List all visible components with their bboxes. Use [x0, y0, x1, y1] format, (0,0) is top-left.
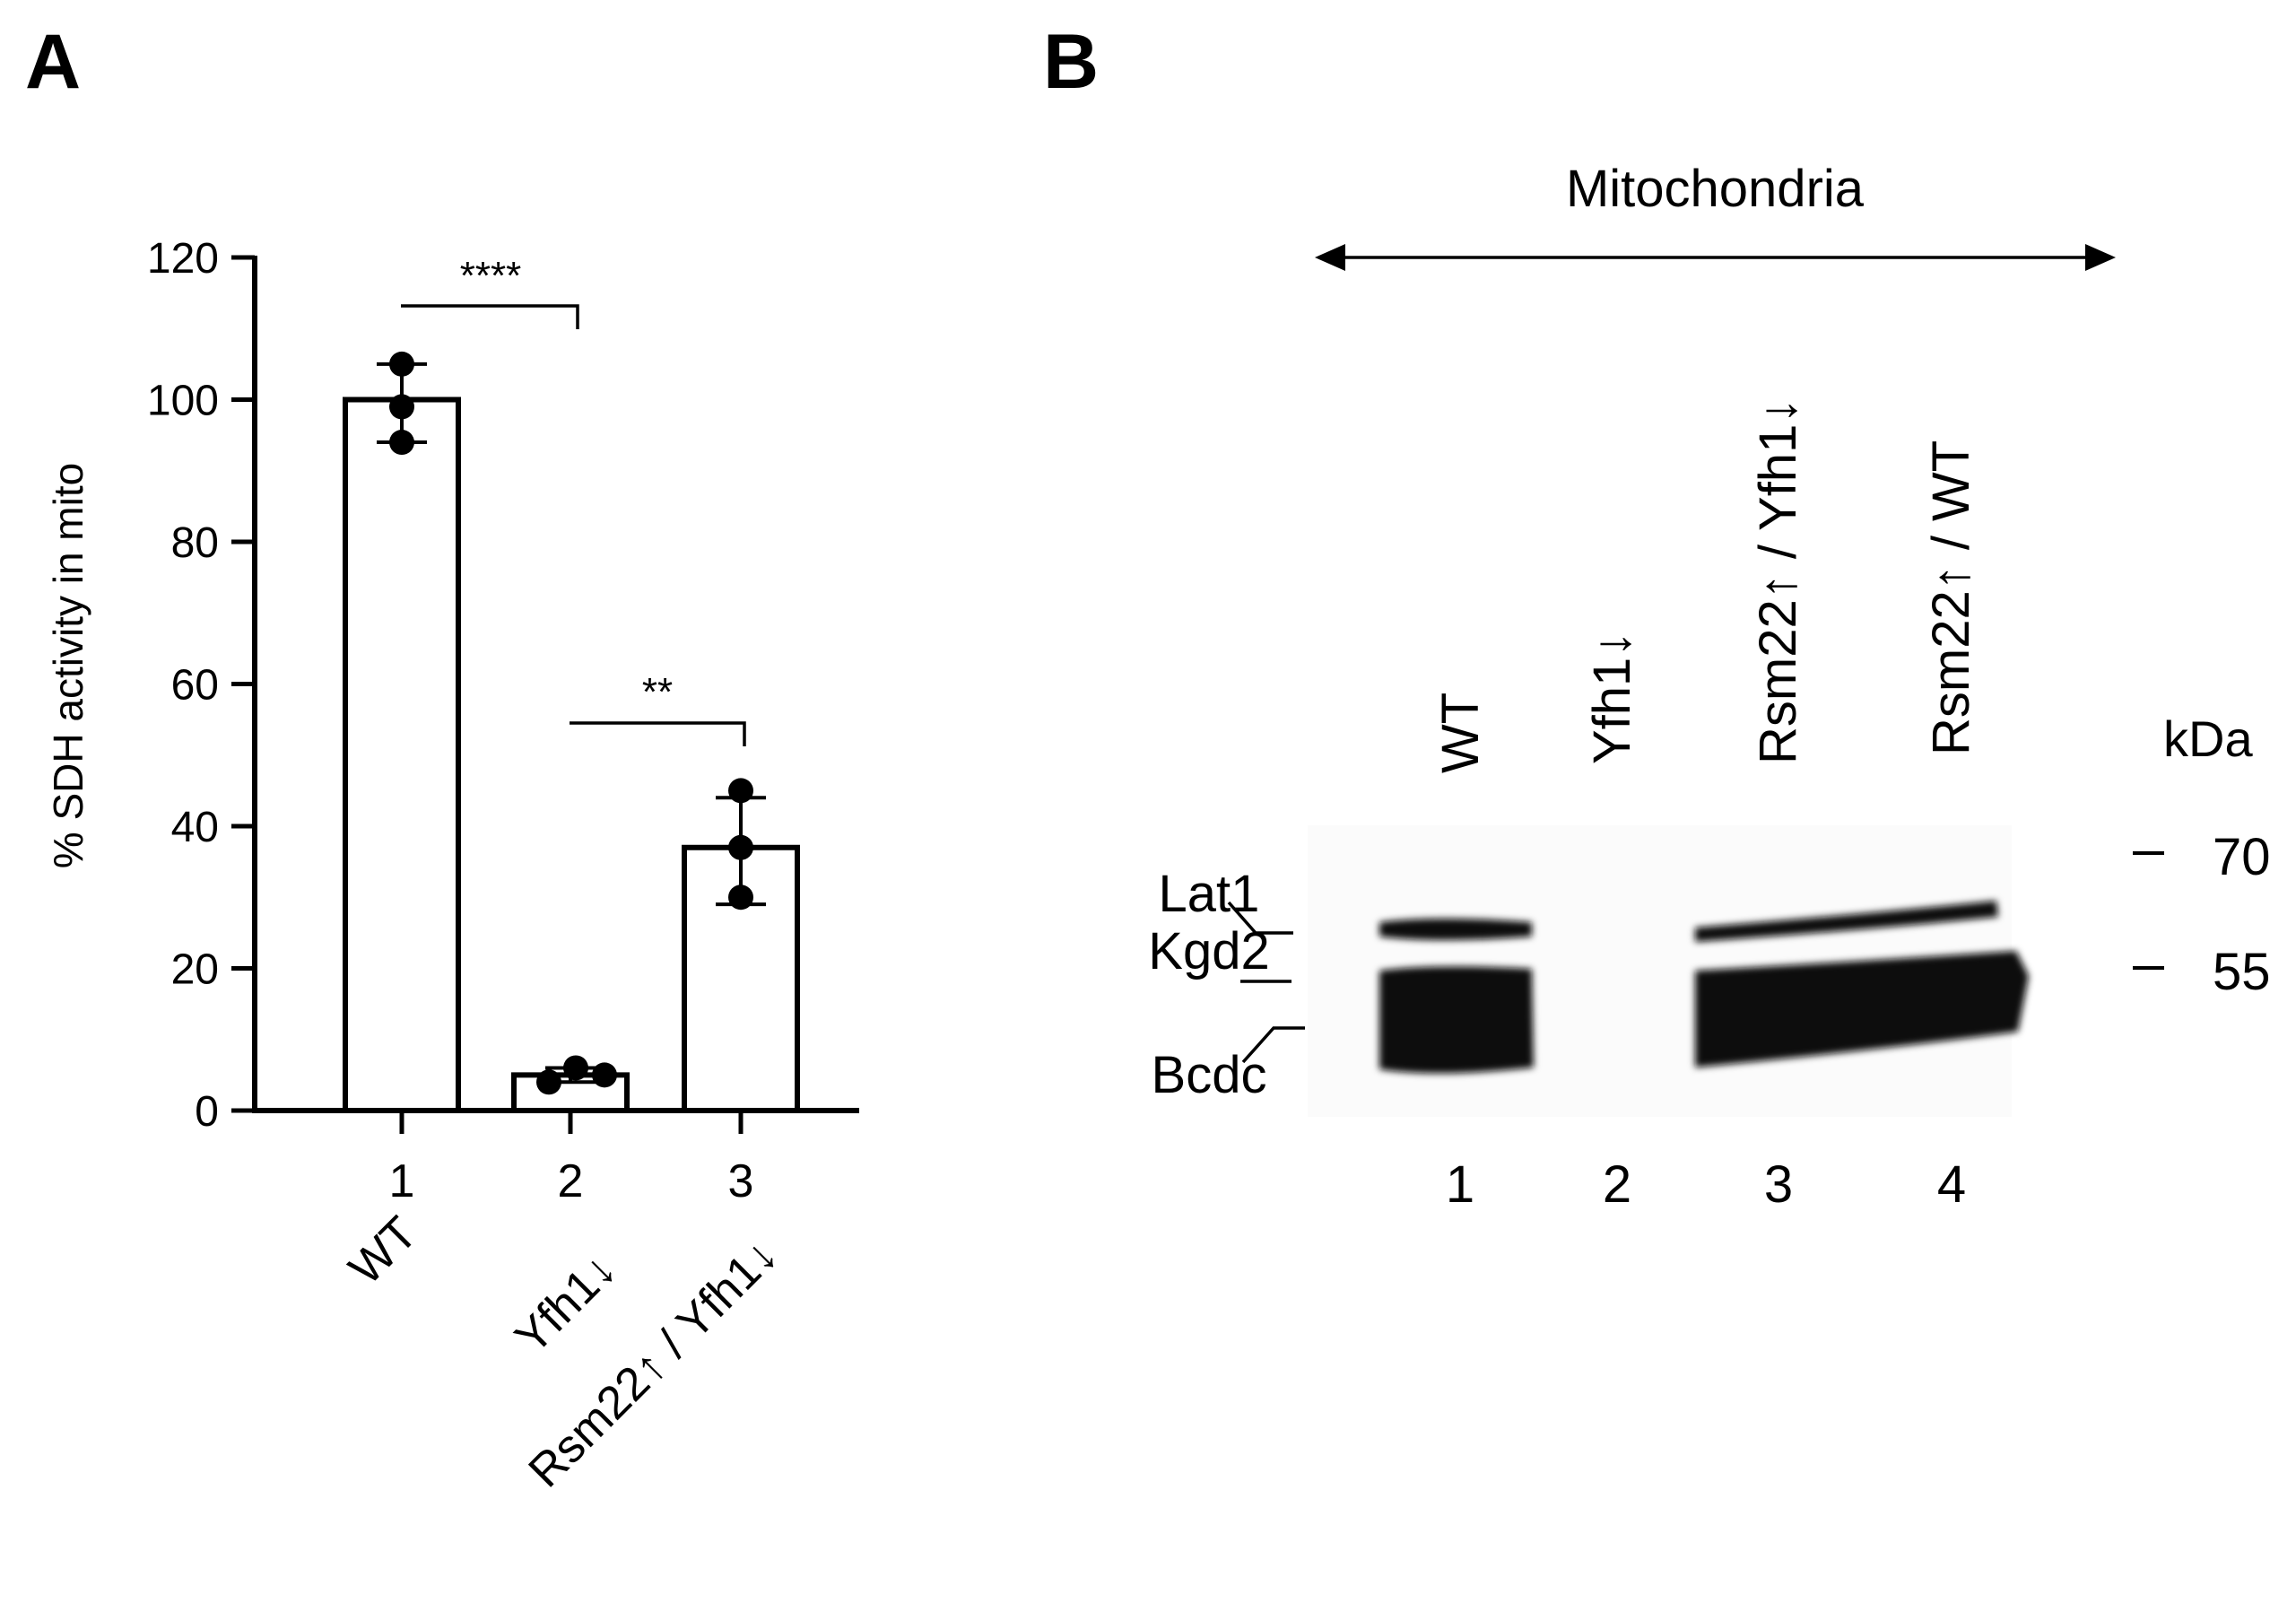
lane-label: Yfh1↓: [1583, 632, 1641, 764]
y-tick-label: 0: [195, 1088, 219, 1136]
marker-label-55: 55: [2213, 943, 2271, 1001]
bars: [343, 396, 800, 1114]
double-arrow: [1315, 244, 2116, 271]
lane-label: Rsm22↑ / Yfh1↓: [1749, 398, 1807, 764]
lane-number: 2: [1603, 1155, 1631, 1214]
y-tick-label: 20: [171, 946, 219, 994]
y-tick-label: 100: [147, 378, 219, 425]
lat1-band: [1695, 901, 1998, 942]
x-tick-label: 1: [389, 1155, 415, 1207]
lane-label: WT: [1431, 693, 1490, 773]
kgd2-band: [1379, 966, 1534, 1074]
category-label: WT: [339, 1207, 427, 1294]
x-tick-label: 3: [728, 1155, 754, 1207]
y-tick-label: 80: [171, 519, 219, 567]
mitochondria-header: Mitochondria: [1566, 160, 1865, 218]
x-tick-label: 2: [558, 1155, 584, 1207]
lat1-leader-line: [1227, 901, 1293, 935]
kda-label: kDa: [2163, 710, 2253, 767]
data-point: [389, 351, 414, 377]
lane-number: 1: [1446, 1155, 1474, 1214]
y-ticks: 0 20 40 60 80 100 120: [147, 235, 255, 1136]
data-point: [389, 394, 414, 420]
lat1-band: [1379, 919, 1532, 940]
significance-bracket-line: [570, 721, 746, 746]
significance-label: ****: [460, 254, 522, 298]
data-point: [563, 1055, 588, 1081]
band-label-kgd2: Kgd2: [1148, 922, 1269, 980]
panel-b: B Mitochondria WT Yfh1↓ Rsm22↑ / Yfh1↓ R…: [1043, 19, 2271, 1214]
y-tick-label: 40: [171, 804, 219, 851]
panel-a: A % SDH activity in mito 020406080100120…: [25, 19, 859, 1497]
significance-bracket: ****: [401, 254, 579, 329]
data-point: [389, 430, 414, 456]
data-point: [728, 884, 753, 911]
blot-bands: [1379, 901, 2029, 1074]
panel-a-letter: A: [25, 19, 81, 105]
lane-number: 4: [1937, 1155, 1966, 1214]
significance-label: **: [642, 670, 673, 714]
y-tick-label: 60: [171, 662, 219, 710]
bar: [343, 396, 461, 1113]
significance-bracket-line: [401, 304, 579, 329]
data-point: [728, 778, 753, 804]
category-label: Yfh1↓: [505, 1242, 626, 1364]
lane-label: Rsm22↑ / WT: [1922, 440, 1980, 755]
data-points: [389, 351, 753, 1095]
marker-label-70: 70: [2213, 828, 2271, 886]
y-tick-label: 120: [147, 235, 219, 283]
data-point: [728, 834, 753, 860]
x-ticks: 1 2 3: [389, 1111, 754, 1207]
bcdc-leader-line: [1241, 1026, 1305, 1064]
panel-b-letter: B: [1043, 19, 1099, 105]
data-point: [536, 1069, 561, 1095]
y-axis-label: % SDH activity in mito: [45, 463, 91, 868]
lane-number: 3: [1764, 1155, 1793, 1214]
kgd2-band: [1695, 951, 2029, 1067]
significance-bracket: **: [570, 670, 746, 746]
category-label: Rsm22↑ / Yfh1↓: [519, 1228, 788, 1497]
band-label-lat1: Lat1: [1159, 865, 1260, 923]
data-point: [592, 1062, 617, 1088]
